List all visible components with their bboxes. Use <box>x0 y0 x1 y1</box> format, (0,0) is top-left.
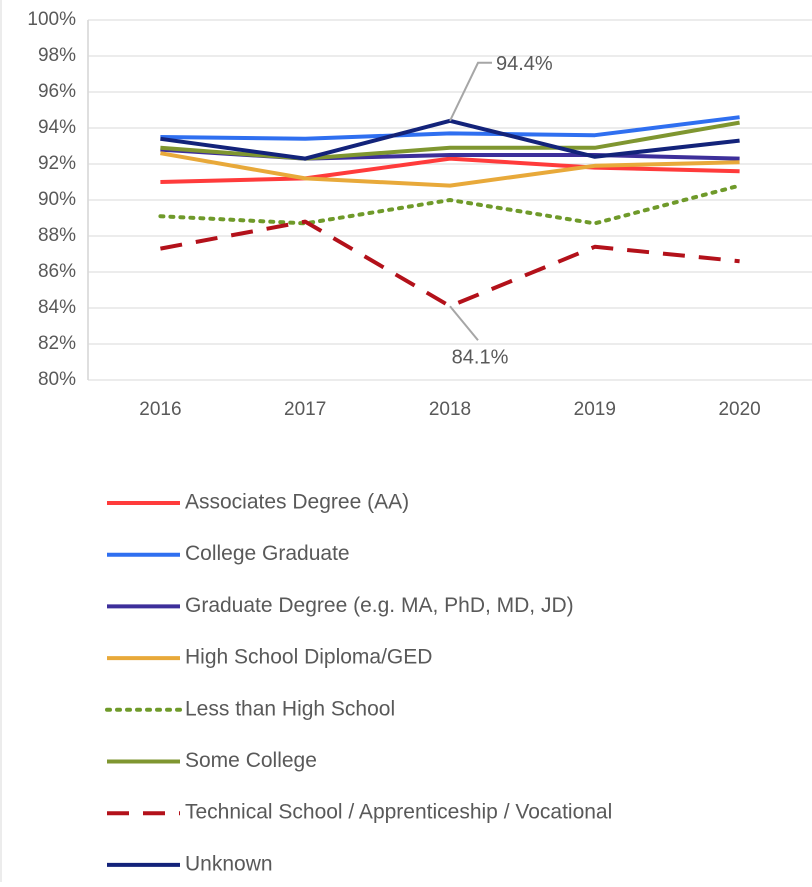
series-line <box>158 183 742 226</box>
series-line <box>160 151 740 188</box>
legend-label: College Graduate <box>185 542 350 565</box>
legend-label: Associates Degree (AA) <box>185 491 409 514</box>
x-tick-label: 2019 <box>574 399 616 420</box>
y-tick-label: 84% <box>38 297 76 318</box>
leader-line <box>449 305 479 341</box>
y-tick-label: 80% <box>38 369 76 390</box>
legend-label: Unknown <box>185 852 273 875</box>
y-tick-label: 100% <box>27 9 76 30</box>
y-tick-label: 94% <box>38 117 76 138</box>
legend-label: Technical School / Apprenticeship / Voca… <box>185 801 612 824</box>
series-line <box>160 120 740 161</box>
x-tick-label: 2020 <box>718 399 760 420</box>
series-line <box>160 219 740 309</box>
y-tick-label: 90% <box>38 189 76 210</box>
x-tick-label: 2017 <box>284 399 326 420</box>
y-tick-label: 96% <box>38 81 76 102</box>
y-tick-label: 88% <box>38 225 76 246</box>
legend-label: High School Diploma/GED <box>185 646 432 669</box>
series-line <box>160 156 740 184</box>
legend-label: Less than High School <box>185 697 395 720</box>
legend-label: Some College <box>185 749 317 772</box>
data-label: 94.4% <box>496 53 553 75</box>
y-tick-label: 82% <box>38 333 76 354</box>
leader-line <box>449 61 492 122</box>
y-tick-label: 98% <box>38 45 76 66</box>
y-tick-label: 92% <box>38 153 76 174</box>
series-line <box>160 115 740 141</box>
y-tick-label: 86% <box>38 261 76 282</box>
x-tick-label: 2016 <box>139 399 181 420</box>
x-tick-label: 2018 <box>429 399 471 420</box>
data-label: 84.1% <box>452 346 509 368</box>
legend-label: Graduate Degree (e.g. MA, PhD, MD, JD) <box>185 594 574 617</box>
